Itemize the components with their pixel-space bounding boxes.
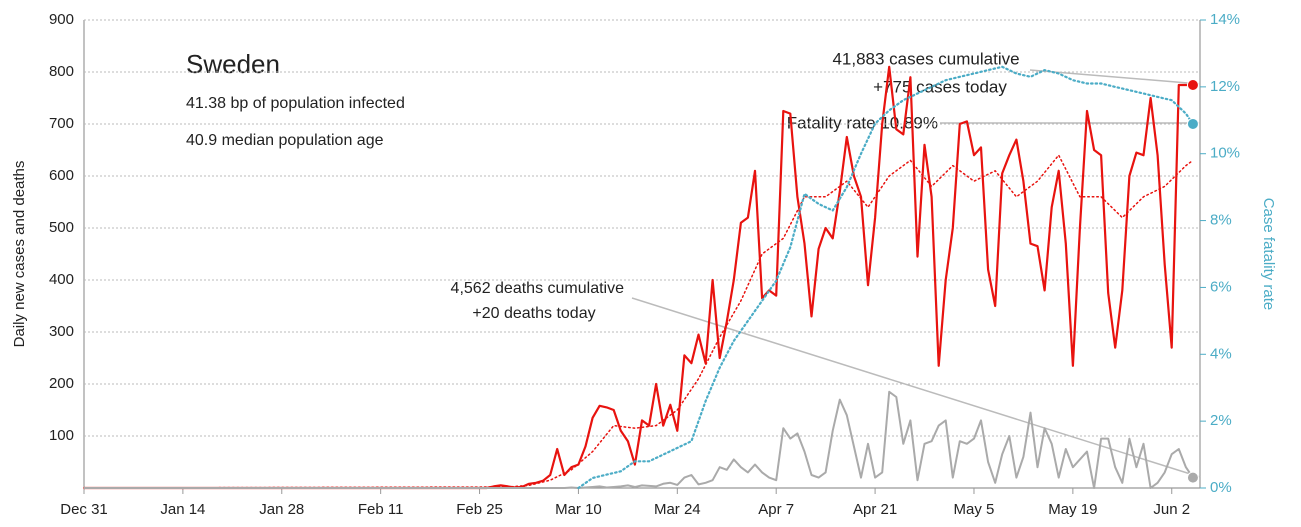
series-line	[83, 154, 1194, 489]
x-tick-label: Feb 11	[358, 501, 404, 518]
y-tick-label: 400	[49, 271, 74, 288]
y2-tick-label: 2%	[1210, 412, 1232, 429]
x-tick-label: May 5	[954, 501, 995, 518]
cases-leader	[1029, 69, 1201, 85]
end-dot	[1186, 471, 1199, 484]
y2-tick-label: 4%	[1210, 345, 1232, 362]
y-tick-label: 100	[49, 427, 74, 444]
x-tick-label: May 19	[1048, 501, 1097, 518]
end-dot	[1186, 117, 1199, 130]
x-tick-label: Jan 14	[160, 501, 205, 518]
y2-tick-label: 6%	[1210, 278, 1232, 295]
annotation: +20 deaths today	[472, 305, 595, 322]
y2-tick-label: 0%	[1210, 479, 1232, 496]
series-line	[84, 65, 1193, 490]
x-tick-label: Mar 24	[654, 501, 701, 518]
x-tick-label: Jan 28	[259, 501, 304, 518]
y2-tick-label: 14%	[1210, 11, 1240, 28]
chart-title: Sweden	[186, 49, 280, 79]
annotation: 4,562 deaths cumulative	[451, 280, 625, 297]
x-tick-label: Mar 10	[555, 501, 602, 518]
series-line	[577, 65, 1194, 490]
annotation: +775 cases today	[873, 77, 1007, 96]
x-tick-label: Feb 25	[456, 501, 503, 518]
y-tick-label: 900	[49, 11, 74, 28]
y-axis-label: Daily new cases and deaths	[11, 161, 28, 348]
x-tick-label: Apr 7	[758, 501, 794, 518]
note: 40.9 median population age	[186, 132, 384, 149]
end-dot	[1186, 79, 1199, 91]
y2-tick-label: 12%	[1210, 78, 1240, 95]
y2-tick-label: 8%	[1210, 212, 1232, 229]
y-tick-label: 300	[49, 323, 74, 340]
x-tick-label: Dec 31	[60, 501, 108, 518]
series-line	[84, 390, 1194, 489]
y2-axis-label: Case fatality rate	[1260, 198, 1277, 311]
y-tick-label: 200	[49, 375, 74, 392]
annotation: 41,883 cases cumulative	[832, 49, 1019, 68]
y-tick-label: 700	[49, 115, 74, 132]
y2-tick-label: 10%	[1210, 145, 1240, 162]
y-tick-label: 800	[49, 63, 74, 80]
y-tick-label: 600	[49, 167, 74, 184]
annotation: Fatality rate 10.89%	[787, 113, 938, 132]
y-tick-label: 500	[49, 219, 74, 236]
x-tick-label: Apr 21	[853, 501, 897, 518]
x-tick-label: Jun 2	[1153, 501, 1190, 518]
note: 41.38 bp of population infected	[186, 95, 405, 112]
